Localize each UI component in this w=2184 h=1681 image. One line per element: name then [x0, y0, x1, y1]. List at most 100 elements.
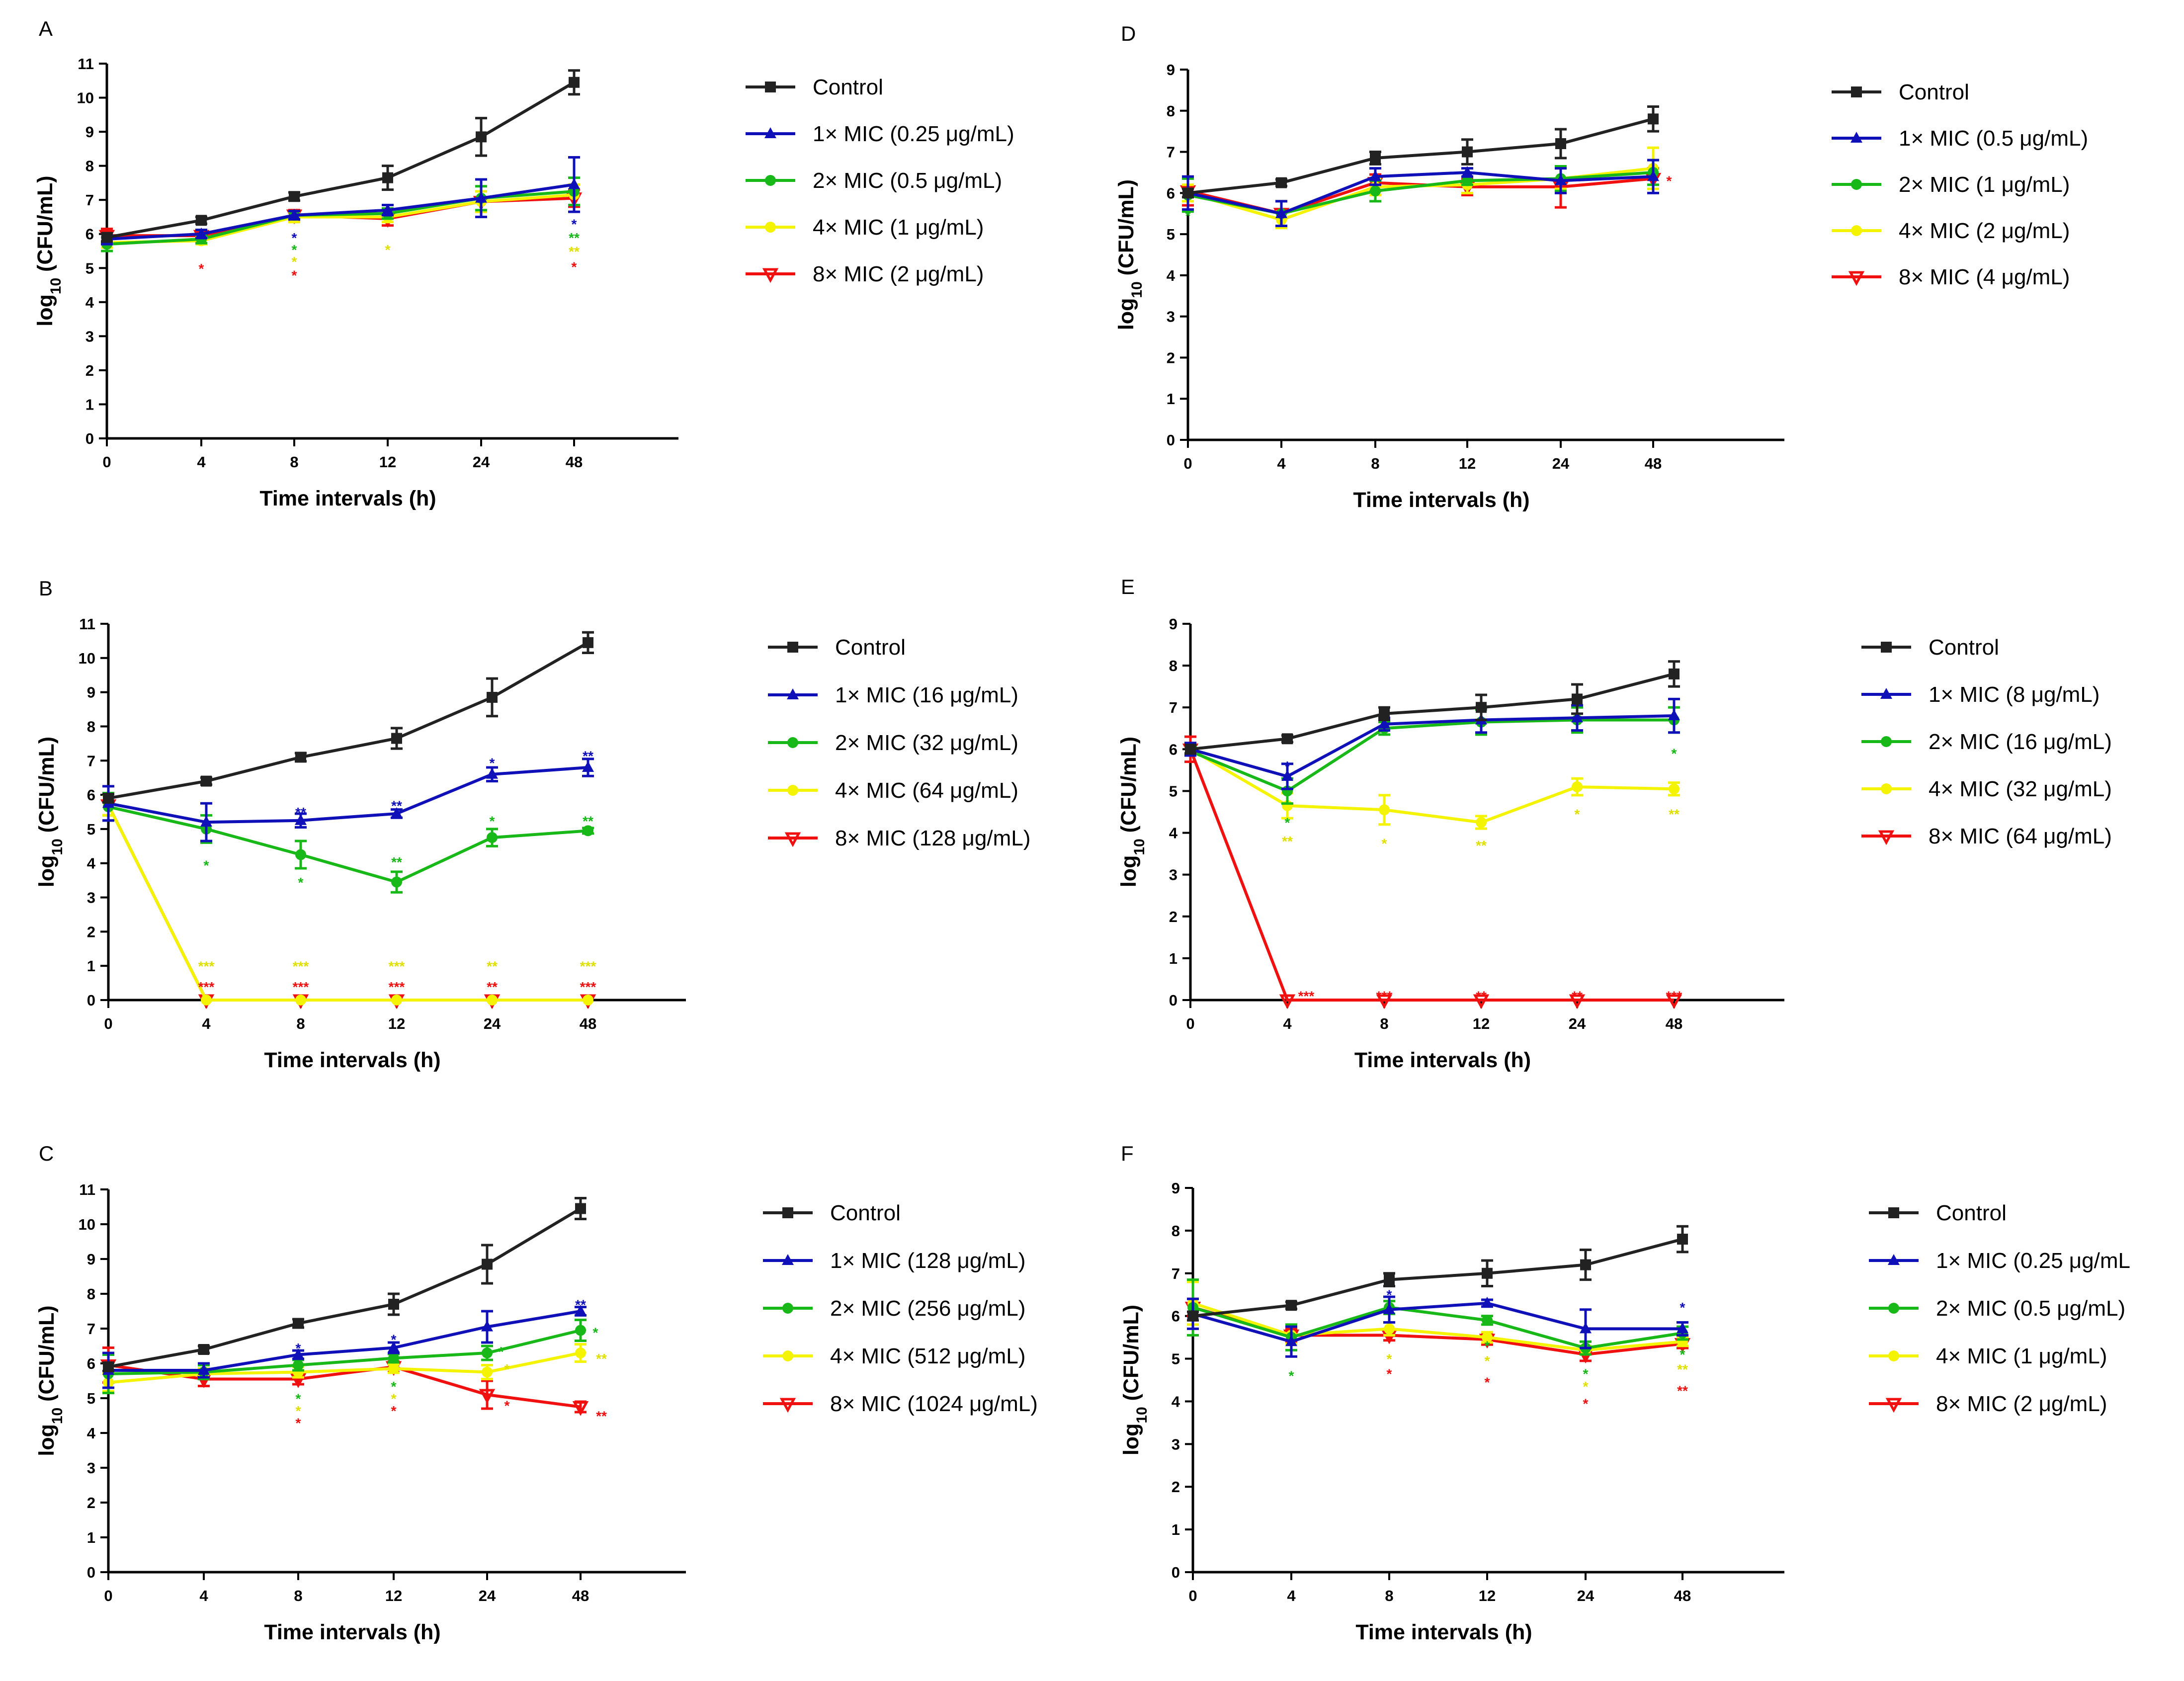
y-tick-label: 11 [78, 55, 94, 73]
data-point [1669, 668, 1680, 679]
data-point [575, 1347, 586, 1358]
series-line [108, 1329, 581, 1375]
y-tick-label: 7 [1167, 144, 1175, 161]
x-tick-label: 24 [484, 1015, 501, 1032]
data-point [569, 77, 580, 88]
series-line [1189, 749, 1674, 1002]
series-control [1182, 105, 1659, 199]
data-point [195, 227, 207, 239]
y-tick-label: 7 [1169, 699, 1177, 716]
legend-label: 1× MIC (0.25 μg/mL) [813, 122, 1014, 146]
significance-mark: *** [198, 959, 215, 974]
y-tick-label: 2 [87, 923, 95, 940]
significance-mark: ** [1677, 1383, 1688, 1399]
legend-marker [782, 1350, 793, 1361]
significance-mark: * [292, 242, 297, 257]
panel-letter: A [39, 17, 53, 40]
legend-item: 2× MIC (16 μg/mL) [1861, 730, 2112, 754]
significance-mark: * [1583, 1379, 1589, 1394]
y-tick-label: 3 [1172, 1435, 1180, 1453]
significance-mark: ** [1677, 1362, 1688, 1377]
y-tick-label: 11 [79, 1181, 95, 1198]
y-axis-title-unit: (CFU/mL) [1119, 1305, 1143, 1407]
legend-item: Control [1869, 1201, 2007, 1225]
legend-marker [1881, 783, 1892, 794]
legend: Control 1× MIC (16 μg/mL) 2× MIC (32 μg/mL… [768, 635, 1030, 850]
data-point [1647, 170, 1659, 181]
y-tick-label: 8 [87, 718, 95, 735]
data-point [295, 752, 306, 763]
significance-mark: ** [1476, 838, 1487, 853]
data-point [1580, 1322, 1592, 1334]
significance-mark: * [1680, 1300, 1685, 1315]
y-tick-label: 8 [1172, 1222, 1180, 1240]
data-point [1571, 711, 1583, 723]
data-point [382, 172, 393, 183]
legend-item: 4× MIC (1 μg/mL) [1869, 1344, 2107, 1368]
y-tick-label: 5 [1172, 1350, 1180, 1368]
y-tick-label: 3 [1169, 866, 1177, 884]
x-tick-label: 12 [1459, 455, 1476, 472]
significance-mark: ** [295, 805, 306, 820]
y-tick-label: 6 [85, 226, 94, 243]
significance-mark: * [1285, 758, 1290, 774]
legend-marker [1888, 1254, 1900, 1265]
significance-mark: * [572, 259, 577, 274]
data-point [288, 209, 300, 220]
series-mic2 [1182, 159, 1659, 228]
significance-mark: * [1583, 1366, 1589, 1381]
y-tick-label: 3 [85, 328, 94, 345]
series-control [1184, 660, 1680, 755]
data-point [1555, 138, 1566, 149]
legend-marker [762, 268, 779, 283]
data-point [1369, 170, 1381, 181]
y-axis-title-unit: (CFU/mL) [35, 1305, 59, 1407]
legend-marker [1888, 1350, 1899, 1361]
y-axis-title: log10 (CFU/mL) [1117, 737, 1148, 887]
y-axis-title-sub: 10 [49, 839, 66, 855]
x-tick-label: 12 [1473, 1015, 1490, 1032]
data-point [1482, 1315, 1493, 1326]
y-tick-label: 0 [1169, 992, 1177, 1009]
y-axis-title: log10 (CFU/mL) [33, 175, 64, 326]
legend-label: Control [1899, 80, 1969, 104]
data-point [293, 1318, 304, 1329]
legend-marker [1881, 642, 1892, 653]
data-point [200, 816, 212, 827]
legend-label: Control [1936, 1201, 2007, 1225]
y-tick-label: 2 [1167, 349, 1175, 366]
legend-label: 4× MIC (1 μg/mL) [1936, 1344, 2107, 1368]
significance-mark: ** [569, 230, 580, 246]
x-tick-label: 0 [104, 1015, 112, 1032]
significance-mark: * [292, 230, 297, 246]
significance-mark: * [1672, 746, 1677, 761]
series-line [108, 1207, 582, 1368]
legend-marker [1888, 1303, 1899, 1314]
x-tick-label: 0 [1183, 455, 1192, 472]
significance-mark: ** [1282, 834, 1293, 849]
series-mic2 [102, 1319, 587, 1394]
legend-label: 2× MIC (0.5 μg/mL) [813, 168, 1002, 193]
legend-item: 4× MIC (512 μg/mL) [763, 1344, 1025, 1368]
legend-item: 8× MIC (4 μg/mL) [1832, 265, 2070, 289]
y-axis-title-unit: (CFU/mL) [35, 737, 59, 839]
legend-item: Control [768, 635, 906, 660]
x-tick-label: 48 [580, 1015, 596, 1032]
x-axis-title: Time intervals (h) [1353, 488, 1529, 512]
data-point [479, 1389, 496, 1404]
legend-label: 8× MIC (64 μg/mL) [1929, 824, 2112, 848]
data-point [198, 1364, 210, 1375]
significance-mark: * [298, 875, 304, 890]
data-point [391, 995, 402, 1006]
legend-item: Control [746, 75, 883, 99]
y-tick-label: 9 [1172, 1179, 1180, 1197]
data-point [575, 1325, 586, 1336]
legend-label: 4× MIC (64 μg/mL) [835, 778, 1018, 803]
panel-letter: F [1121, 1142, 1134, 1165]
series-control [102, 631, 594, 804]
y-axis-title: log10 (CFU/mL) [35, 737, 66, 887]
y-tick-label: 7 [87, 1320, 95, 1338]
data-point [293, 1359, 304, 1371]
legend: Control 1× MIC (8 μg/mL) 2× MIC (16 μg/mL)… [1861, 635, 2112, 848]
